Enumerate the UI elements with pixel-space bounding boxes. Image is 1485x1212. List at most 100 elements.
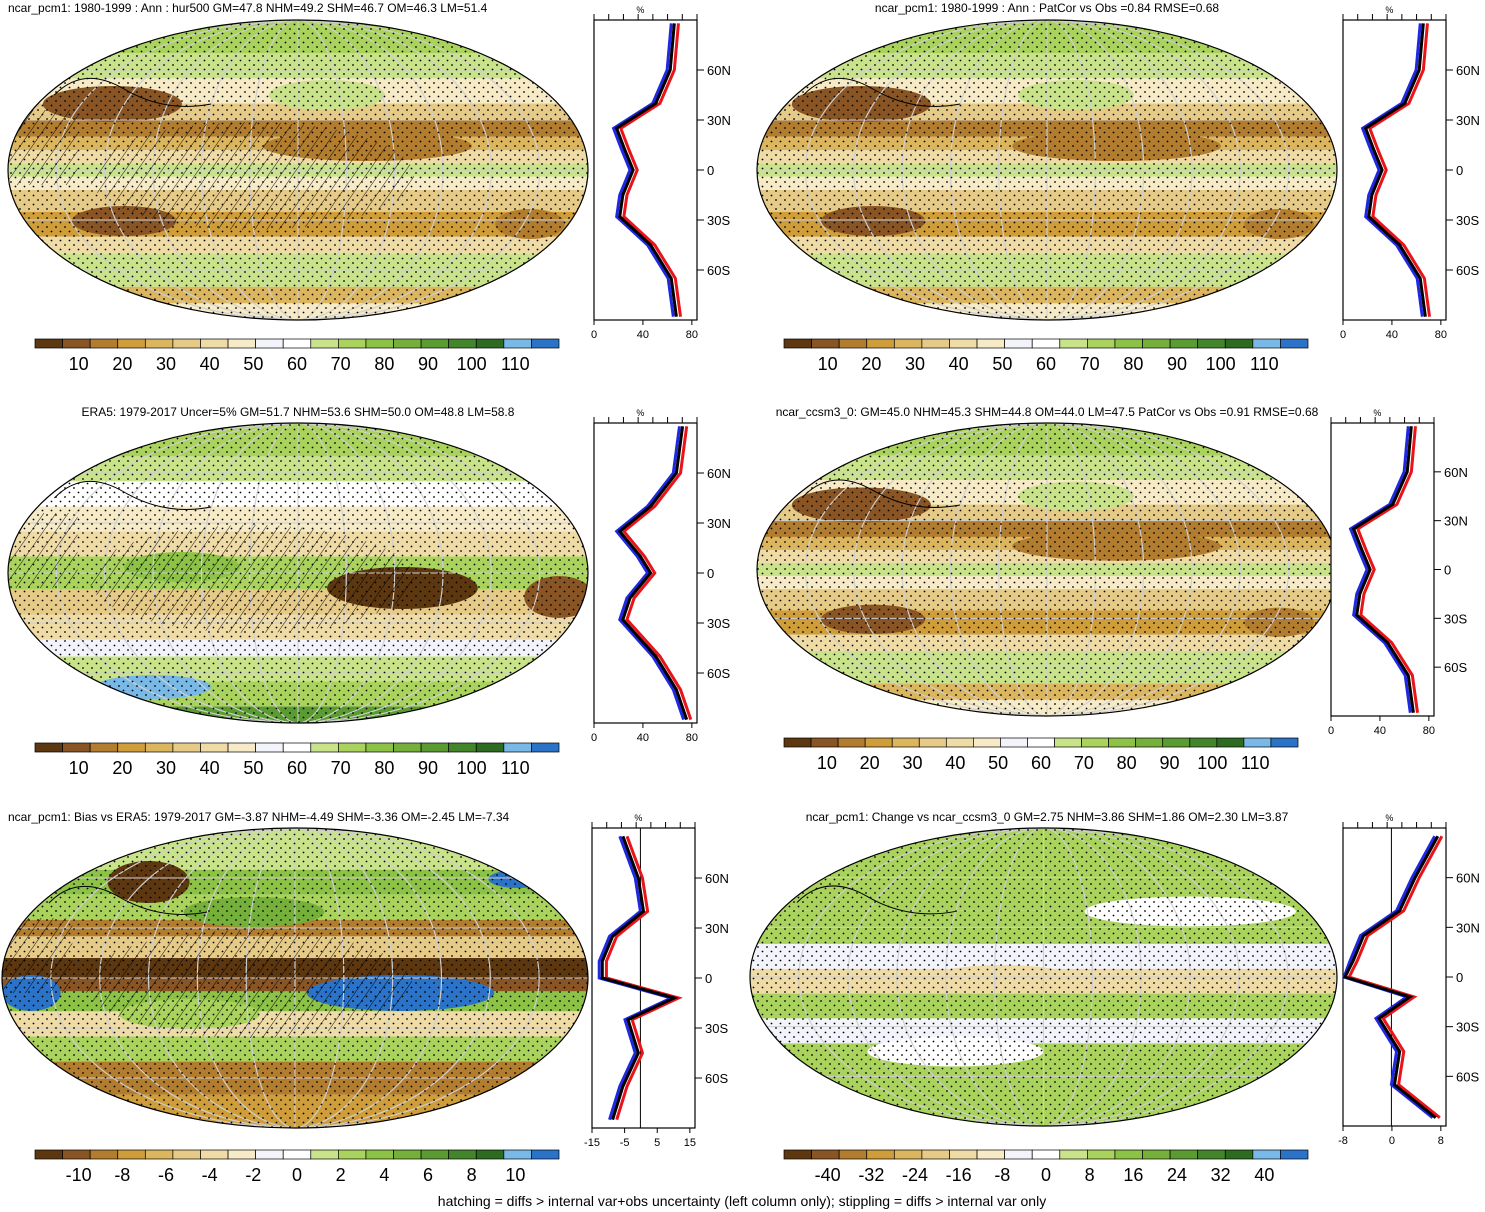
profile-line-model [621,426,693,721]
colorbar-swatch [1162,737,1191,748]
colorbar-swatch [144,338,174,349]
colorbar-tick-label: 60 [287,758,307,778]
colorbar-tick-label: 40 [1254,1165,1274,1185]
colorbar-swatch [200,1149,229,1160]
map-panel-2 [756,19,1338,321]
colorbar-swatch [1243,737,1272,748]
panel-title-1: ncar_pcm1: 1980-1999 : Ann : hur500 GM=4… [8,1,488,15]
profile-y-tick-label: 30S [1456,1020,1479,1035]
profile-x-tick-label: 5 [654,1137,660,1149]
profile-frame [1342,19,1447,321]
colorbar-tick-label: 20 [860,753,880,773]
colorbar-swatch [89,1149,119,1160]
colorbar-tick-label: 6 [423,1165,433,1185]
profile-x-tick-label: 0 [591,732,597,744]
colorbar-swatch [1059,1149,1088,1160]
profile-y-tick-label: 30N [705,921,729,936]
colorbar-swatch [1004,1149,1033,1160]
profile-unit-label: % [1373,408,1381,418]
map-outline [1,827,589,1129]
colorbar-swatch [864,737,893,748]
colorbar-swatch [1142,338,1171,349]
colorbar-swatch [976,338,1005,349]
colorbar-tick-label: -6 [158,1165,174,1185]
profile-y-tick-label: 0 [1456,163,1463,178]
footer-note: hatching = diffs > internal var+obs unce… [438,1193,1046,1209]
colorbar-swatch [172,338,201,349]
colorbar-tick-label: 90 [418,758,438,778]
colorbar-swatch [918,737,947,748]
colorbar-swatch [365,1149,394,1160]
colorbar-tick-label: 90 [1159,753,1179,773]
profile-x-tick-label: 0 [1389,1135,1395,1147]
profile-x-tick-label: 15 [684,1137,696,1149]
colorbar-swatch [1252,1149,1281,1160]
colorbar-tick-label: 80 [374,354,394,374]
colorbar-tick-label: 70 [1074,753,1094,773]
profile-y-tick-label: 0 [705,971,712,986]
hatching-overlay [89,122,414,230]
hatching-overlay [2,918,73,993]
colorbar-swatch [531,742,560,753]
colorbar-tick-label: 60 [1036,354,1056,374]
colorbar-swatch [893,338,923,349]
hatching-overlay [8,513,78,588]
colorbar-swatch [282,1149,312,1160]
colorbar-swatch [1142,1149,1171,1160]
coastline [803,479,961,508]
profile-line-observations [611,23,675,317]
colorbar-swatch [949,1149,978,1160]
profile-line-observations [1348,426,1412,713]
colorbar-swatch [1280,1149,1309,1160]
colorbar-swatch [866,338,895,349]
colorbar-swatch [1169,1149,1199,1160]
coastline [48,885,208,915]
colorbar-swatch [811,1149,840,1160]
colorbar-tick-label: 110 [1241,753,1270,773]
colorbar-swatch [365,742,394,753]
profile-y-tick-label: 30N [707,516,731,531]
profile-y-tick-label: 60S [705,1071,728,1086]
colorbar-tick-label: 10 [817,753,837,773]
colorbar-swatch [117,1149,146,1160]
stippling-overlay [757,20,1337,320]
colorbar-swatch [783,338,812,349]
profile-x-tick-label: 8 [1438,1135,1444,1147]
profile-y-tick-label: 30N [1456,113,1480,128]
colorbar-tick-label: 8 [467,1165,477,1185]
colorbar-swatch [976,1149,1005,1160]
coastline [803,77,961,107]
profile-line-mean [1342,835,1440,1119]
profile-unit-label: % [1385,5,1393,15]
colorbar-swatch [200,742,229,753]
profile-y-tick-label: 30S [707,616,730,631]
colorbar-tick-label: 70 [1080,354,1100,374]
colorbar-swatch [393,1149,422,1160]
colorbar-1: 10 20 30 40 50 60 70 80 90 100 110 [34,338,560,374]
colorbar-tick-label: 20 [861,354,881,374]
colorbar-tick-label: 0 [292,1165,302,1185]
profile-x-tick-label: -8 [1338,1135,1348,1147]
colorbar-tick-label: 2 [336,1165,346,1185]
profile-frame [1330,422,1435,717]
colorbar-tick-label: 110 [501,354,530,374]
colorbar-swatch [1224,338,1254,349]
profile-x-tick-label: 0 [1340,329,1346,341]
profile-line-mean [617,426,689,721]
colorbar-3: 10 20 30 40 50 60 70 80 90 100 110 [34,742,560,778]
profile-y-tick-label: 30N [1444,514,1468,529]
colorbar-swatch [338,338,367,349]
colorbar-5: -10 -8 -6 -4 -2 0 2 4 6 8 10 [34,1149,560,1185]
colorbar-swatch [200,338,229,349]
colorbar-swatch [172,1149,201,1160]
colorbar-tick-label: -10 [66,1165,92,1185]
zonal-profile-3: % 60N 30N 0 30S 60S 0 40 80 [591,408,731,744]
colorbar-swatch [1189,737,1218,748]
colorbar-swatch [310,742,339,753]
colorbar-tick-label: 10 [505,1165,525,1185]
colorbar-swatch [1135,737,1164,748]
profile-y-tick-label: 60S [1456,1069,1479,1084]
colorbar-2: 10 20 30 40 50 60 70 80 90 100 110 [783,338,1309,374]
hatching-overlay [84,930,413,1038]
colorbar-swatch [282,338,312,349]
